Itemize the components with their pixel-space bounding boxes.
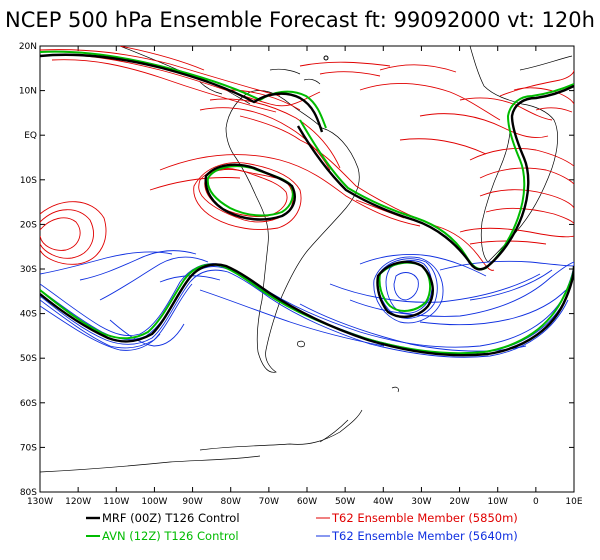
mrf-control-contours xyxy=(40,53,574,357)
legend: MRF (00Z) T126 Control AVN (12Z) T126 Co… xyxy=(86,511,518,543)
lat-label: 20S xyxy=(20,220,37,230)
lat-label: 50S xyxy=(20,354,37,364)
longitude-labels: 130W 120W 110W 100W 90W 80W 70W 60W 50W 40W 30W 20W… xyxy=(27,497,583,507)
lon-label: 80W xyxy=(221,497,241,507)
lon-label: 30W xyxy=(411,497,431,507)
blue-contours xyxy=(40,250,574,358)
latitude-labels: 20N 10N EQ 10S 20S 30S 40S 50S 60S 70S 80S xyxy=(19,42,37,498)
lat-label: 70S xyxy=(20,443,37,453)
red-contours xyxy=(40,46,574,271)
lon-label: 60W xyxy=(297,497,317,507)
lon-label: 0 xyxy=(533,497,539,507)
lon-label: 10E xyxy=(565,497,582,507)
map-frame xyxy=(39,45,575,493)
lat-label: 10N xyxy=(19,87,37,97)
lon-label: 120W xyxy=(65,497,91,507)
lon-label: 10W xyxy=(488,497,508,507)
lon-label: 90W xyxy=(182,497,202,507)
lat-label: 20N xyxy=(19,42,37,52)
lat-label: EQ xyxy=(24,131,37,141)
legend-label-red: T62 Ensemble Member (5850m) xyxy=(331,511,518,525)
coastlines xyxy=(40,46,573,473)
lon-label: 130W xyxy=(27,497,53,507)
lat-label: 80S xyxy=(20,488,37,498)
legend-label-mrf: MRF (00Z) T126 Control xyxy=(102,511,240,525)
lon-label: 70W xyxy=(259,497,279,507)
legend-label-avn: AVN (12Z) T126 Control xyxy=(102,529,239,543)
lat-label: 10S xyxy=(20,176,37,186)
lon-label: 50W xyxy=(335,497,355,507)
lon-label: 20W xyxy=(449,497,469,507)
lon-label: 110W xyxy=(103,497,129,507)
lat-label: 60S xyxy=(20,399,37,409)
lat-label: 40S xyxy=(20,310,37,320)
marker-circle xyxy=(323,55,329,61)
chart-title: NCEP 500 hPa Ensemble Forecast ft: 99092… xyxy=(5,8,595,32)
lat-label: 30S xyxy=(20,265,37,275)
lon-label: 100W xyxy=(141,497,167,507)
legend-label-blue: T62 Ensemble Member (5640m) xyxy=(331,529,518,543)
axis-ticks xyxy=(39,45,575,493)
lon-label: 40W xyxy=(373,497,393,507)
